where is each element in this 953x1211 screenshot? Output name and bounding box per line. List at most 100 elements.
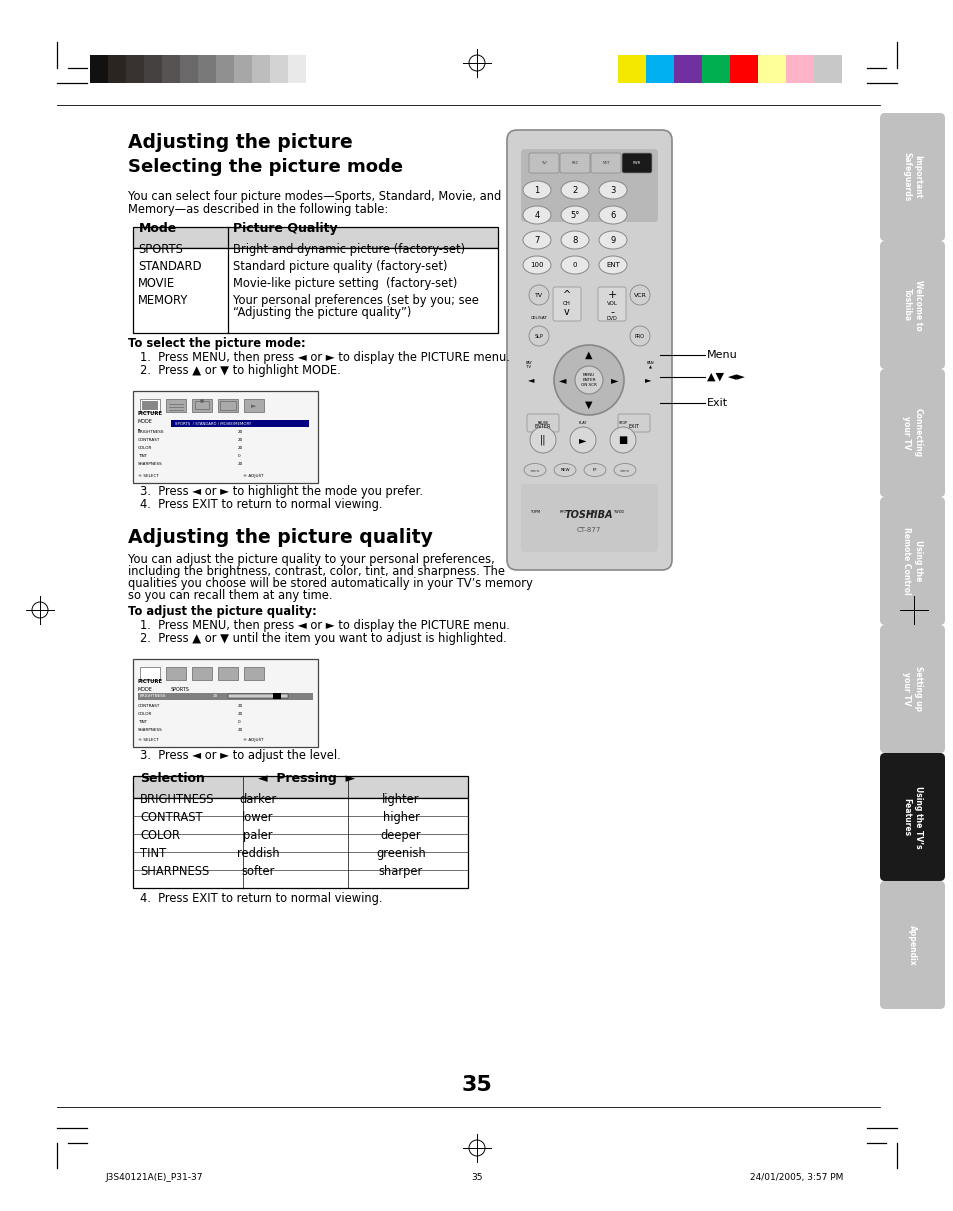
Text: You can adjust the picture quality to your personal preferences,: You can adjust the picture quality to yo… [128,553,495,566]
Circle shape [529,326,548,346]
Text: TV/: TV/ [540,161,546,165]
Text: 24/01/2005, 3:57 PM: 24/01/2005, 3:57 PM [749,1173,842,1182]
Text: -: - [609,308,614,317]
Circle shape [569,427,596,453]
Text: Important
Safeguards: Important Safeguards [902,153,922,201]
Bar [192,398,212,412]
Text: CONTRAST: CONTRAST [138,438,160,442]
Text: 0: 0 [237,721,240,724]
Ellipse shape [522,231,551,249]
Text: To select the picture mode:: To select the picture mode: [128,337,305,350]
Text: ||: || [539,435,546,446]
Ellipse shape [522,256,551,274]
Bar [132,248,497,333]
Text: 0: 0 [572,262,577,268]
Bar [218,398,237,412]
FancyBboxPatch shape [590,153,620,173]
Text: Welcome to
Toshiba: Welcome to Toshiba [902,280,922,331]
Text: COLOR: COLOR [138,446,152,450]
Text: TV: TV [535,293,542,298]
Text: 20: 20 [237,712,243,716]
FancyBboxPatch shape [520,149,658,222]
Text: so you can recall them at any time.: so you can recall them at any time. [128,589,333,602]
Bar [785,54,813,84]
Circle shape [553,488,573,507]
Text: Connecting
your TV: Connecting your TV [902,408,922,458]
Bar [645,54,673,84]
Text: 7: 7 [534,235,539,245]
Text: TOPM: TOPM [530,510,539,513]
Text: BRIGHTNESS: BRIGHTNESS [140,793,214,807]
Text: TOSHIBA: TOSHIBA [564,510,613,520]
Text: SHARPNESS: SHARPNESS [138,728,163,731]
Text: ◄  Pressing  ►: ◄ Pressing ► [257,771,355,785]
Circle shape [200,398,204,403]
Text: 3: 3 [610,185,615,195]
Bar [288,54,306,84]
FancyBboxPatch shape [879,753,944,880]
Text: 2.  Press ▲ or ▼ until the item you want to adjust is highlighted.: 2. Press ▲ or ▼ until the item you want … [140,632,506,645]
Ellipse shape [598,231,626,249]
Bar [132,798,468,888]
Text: COLOR: COLOR [138,712,152,716]
Text: Exit: Exit [706,398,727,408]
Text: MOVIE: MOVIE [138,277,175,289]
Text: Picture Quality: Picture Quality [233,222,337,235]
Text: Bright and dynamic picture (factory-set): Bright and dynamic picture (factory-set) [233,243,465,256]
Text: CLEA: CLEA [586,510,595,513]
Text: higher: higher [382,811,419,823]
Text: Setting up
your TV: Setting up your TV [902,666,922,712]
Text: ® SELECT: ® SELECT [138,474,159,478]
Text: 1: 1 [534,185,539,195]
Text: 2.  Press ▲ or ▼ to highlight MODE.: 2. Press ▲ or ▼ to highlight MODE. [140,365,340,377]
Text: 20: 20 [237,438,243,442]
Bar [132,226,497,248]
Bar [215,54,233,84]
Ellipse shape [598,256,626,274]
Circle shape [529,285,548,305]
Text: SPORTS: SPORTS [138,243,183,256]
Text: 4: 4 [534,211,539,219]
Ellipse shape [560,231,588,249]
Ellipse shape [523,464,545,476]
Text: >>>: >>> [619,467,630,472]
Text: Using the
Remote Control: Using the Remote Control [902,527,922,595]
Text: 3.  Press ◄ or ► to highlight the mode you prefer.: 3. Press ◄ or ► to highlight the mode yo… [140,484,422,498]
Bar [270,54,288,84]
Text: Movie-like picture setting  (factory-set): Movie-like picture setting (factory-set) [233,277,456,289]
Bar [140,398,160,412]
Text: Selecting the picture mode: Selecting the picture mode [128,157,402,176]
Text: MEMORY: MEMORY [138,294,188,308]
Bar [813,54,841,84]
Ellipse shape [560,206,588,224]
Text: ® ADJUST: ® ADJUST [243,737,263,742]
Text: SPORTS: SPORTS [171,687,190,691]
Text: 100: 100 [530,262,543,268]
Text: J3S40121A(E)_P31-37: J3S40121A(E)_P31-37 [105,1173,202,1182]
Text: MODE: MODE [138,687,152,691]
Bar [198,54,215,84]
Text: PWR: PWR [632,161,640,165]
Text: CONTRAST: CONTRAST [140,811,202,823]
FancyBboxPatch shape [879,369,944,497]
Text: STANDARD: STANDARD [138,260,201,272]
Text: v: v [563,308,569,317]
Text: TWOD: TWOD [613,510,624,513]
Text: lighter: lighter [382,793,419,807]
Text: FF: FF [592,467,597,472]
Bar [140,667,160,681]
Text: VCR: VCR [633,293,646,298]
Text: 6: 6 [610,211,615,219]
Text: COLOR: COLOR [140,830,180,842]
Text: Appendix: Appendix [907,925,916,965]
Circle shape [554,345,623,415]
Text: ® SELECT: ® SELECT [138,737,159,742]
Bar [162,54,180,84]
Text: PLAY: PLAY [578,421,587,425]
FancyBboxPatch shape [559,153,589,173]
Text: Adjusting the picture: Adjusting the picture [128,133,353,153]
Text: 5°: 5° [570,211,579,219]
Text: 35: 35 [461,1075,492,1095]
Bar [126,54,144,84]
Bar [273,693,281,699]
